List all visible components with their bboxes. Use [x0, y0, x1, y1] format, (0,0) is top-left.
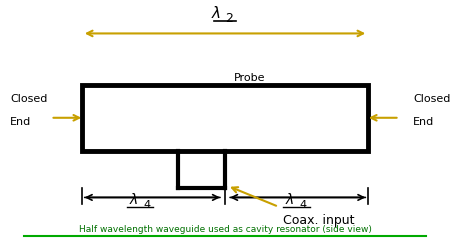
Text: Coax. input: Coax. input — [283, 214, 355, 227]
Text: Half wavelength waveguide used as cavity resonator (side view): Half wavelength waveguide used as cavity… — [78, 225, 371, 234]
Bar — [82, 85, 368, 151]
Text: Closed: Closed — [413, 94, 450, 104]
Text: Probe: Probe — [234, 73, 265, 83]
Text: End: End — [413, 117, 434, 127]
Text: $\lambda$: $\lambda$ — [285, 192, 295, 207]
Text: End: End — [11, 117, 32, 127]
Text: 2: 2 — [225, 12, 234, 25]
Text: 4: 4 — [143, 200, 151, 210]
Text: $\lambda$: $\lambda$ — [211, 5, 221, 20]
Text: 4: 4 — [300, 200, 307, 210]
Text: $\lambda$: $\lambda$ — [129, 192, 138, 207]
Text: Closed: Closed — [11, 94, 48, 104]
